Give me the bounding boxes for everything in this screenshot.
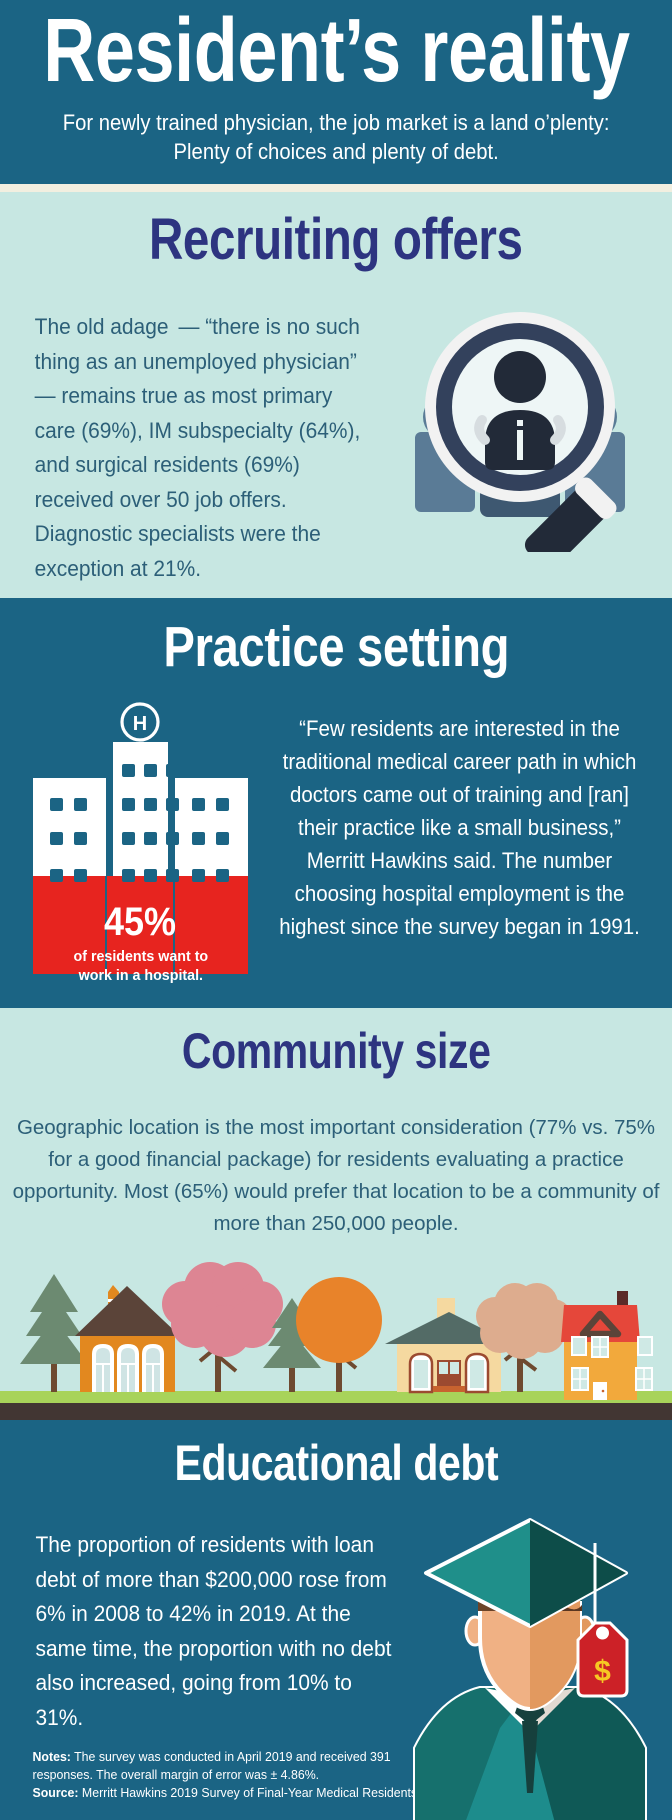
- svg-text:H: H: [133, 713, 147, 735]
- svg-text:$: $: [594, 1655, 611, 1688]
